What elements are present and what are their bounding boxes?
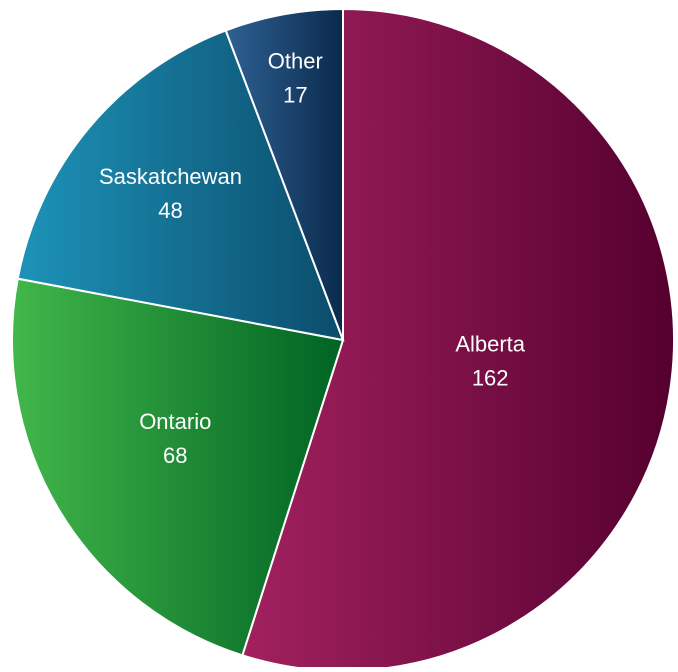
- slices: [11, 7, 675, 672]
- slice-value: 162: [472, 366, 509, 391]
- pie-slice: [224, 7, 344, 341]
- slice-label: Saskatchewan: [99, 164, 242, 189]
- slice-value: 68: [163, 443, 187, 468]
- slice-label: Alberta: [455, 332, 525, 357]
- pie-slice: [11, 277, 345, 657]
- slice-value: 48: [158, 198, 182, 223]
- pie-slice: [16, 29, 345, 342]
- slice-value: 17: [283, 82, 307, 107]
- pie-slice: [241, 7, 675, 672]
- slice-label: Ontario: [139, 409, 211, 434]
- labels: Alberta 162 Ontario 68 Saskatchewan 48 Other 17: [99, 48, 526, 468]
- slice-label: Other: [268, 48, 323, 73]
